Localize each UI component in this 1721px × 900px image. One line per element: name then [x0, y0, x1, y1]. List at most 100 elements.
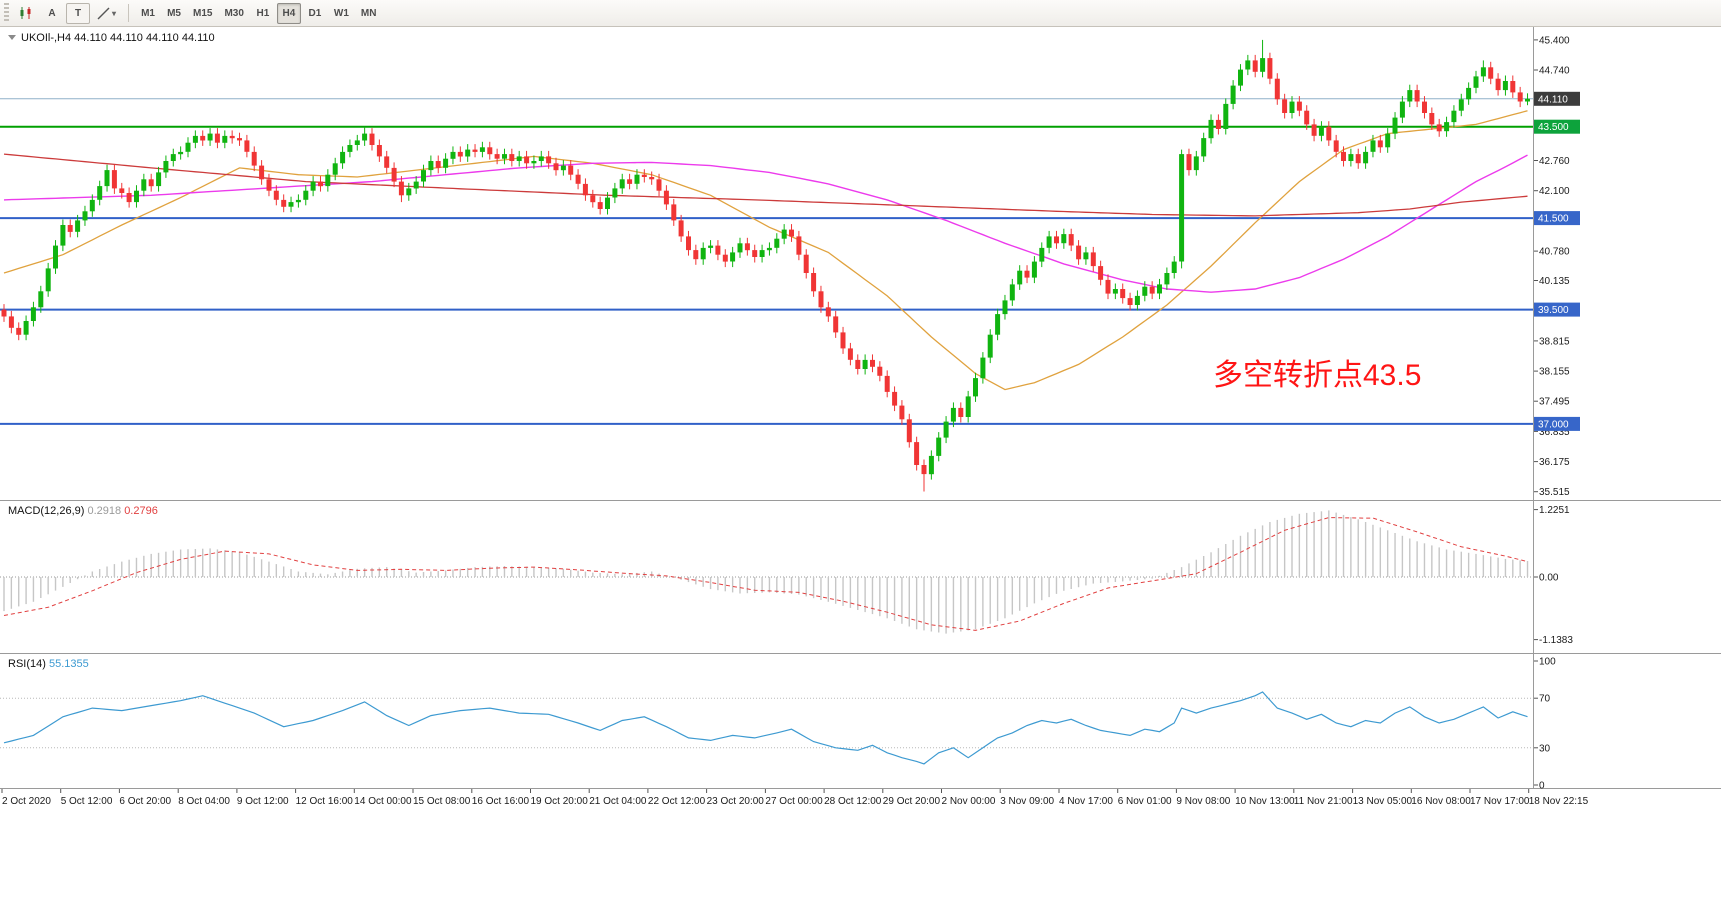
toolbar-grip[interactable]	[4, 3, 9, 23]
candle-body	[111, 170, 117, 189]
candle-body	[487, 147, 493, 155]
candle-body	[1348, 154, 1354, 161]
candle-body	[1149, 286, 1155, 294]
price-badge-label: 41.500	[1538, 214, 1569, 225]
candle-body	[825, 307, 831, 317]
candle-body	[862, 359, 868, 369]
candle-body	[921, 465, 927, 475]
candle-body	[332, 163, 338, 175]
candle-body	[1444, 122, 1450, 132]
candle-body	[38, 291, 44, 308]
price-tick-label: 40.780	[1539, 247, 1570, 258]
candle-body	[310, 181, 316, 191]
candle-body	[89, 199, 95, 212]
time-tick-label: 12 Oct 16:00	[296, 796, 354, 807]
candle-body	[509, 154, 515, 161]
candle-body	[1252, 60, 1258, 72]
chart-area[interactable]: UKOIl-,H4 44.110 44.110 44.110 44.110 多空转…	[0, 27, 1721, 895]
candle-body	[1171, 261, 1177, 273]
time-tick-label: 19 Oct 20:00	[531, 796, 589, 807]
candle-body	[627, 179, 633, 184]
timeframe-button-m5[interactable]: M5	[162, 3, 186, 24]
line-tools-button[interactable]: ▾	[92, 3, 121, 24]
chart-canvas[interactable]: UKOIl-,H4 44.110 44.110 44.110 44.110 多空转…	[0, 27, 1721, 895]
candle-body	[811, 273, 817, 292]
candle-body	[1363, 151, 1369, 164]
candle-body	[1377, 140, 1383, 148]
timeframe-label: W1	[333, 7, 349, 19]
candle-body	[479, 147, 485, 152]
candle-body	[892, 391, 898, 406]
time-tick-label: 18 Nov 22:15	[1529, 796, 1589, 807]
candle-body	[1201, 138, 1207, 157]
candle-body	[1002, 300, 1008, 315]
candle-body	[156, 172, 162, 187]
timeframe-button-m1[interactable]: M1	[136, 3, 160, 24]
candle-body	[1105, 279, 1111, 294]
timeframe-button-m30[interactable]: M30	[219, 3, 248, 24]
candle-body	[884, 375, 890, 392]
candle-body	[82, 211, 88, 221]
candle-body	[178, 151, 184, 155]
timeframe-button-d1[interactable]: D1	[303, 3, 327, 24]
candle-body	[980, 357, 986, 379]
candle-body	[75, 220, 81, 232]
candle-body	[8, 316, 14, 328]
candle-body	[1304, 110, 1310, 125]
candle-body	[1422, 101, 1427, 113]
text-tool-label: T	[74, 7, 82, 19]
candle-body	[1385, 133, 1391, 148]
candle-body	[847, 348, 853, 360]
candle-body	[597, 202, 603, 209]
candle-body	[421, 170, 426, 182]
candle-body	[281, 199, 287, 207]
rsi-tick-label: 100	[1539, 657, 1556, 668]
candle-body	[413, 181, 419, 189]
candle-body	[1326, 126, 1332, 141]
timeframe-button-mn[interactable]: MN	[356, 3, 382, 24]
time-tick-label: 28 Oct 12:00	[824, 796, 882, 807]
chart-annotation[interactable]: 多空转折点43.5	[1213, 359, 1421, 392]
symbol-dropdown-icon[interactable]	[8, 35, 16, 40]
time-tick-label: 6 Oct 20:00	[119, 796, 171, 807]
timeframe-button-m15[interactable]: M15	[188, 3, 217, 24]
candle-body	[1473, 76, 1479, 88]
candle-body	[465, 149, 471, 157]
candle-body	[774, 238, 780, 248]
chart-title: UKOIl-,H4 44.110 44.110 44.110 44.110	[8, 32, 215, 44]
timeframe-button-h1[interactable]: H1	[251, 3, 275, 24]
candle-body	[575, 174, 581, 184]
price-tick-label: 37.495	[1539, 397, 1570, 408]
time-tick-label: 11 Nov 21:00	[1294, 796, 1353, 807]
candle-body	[1333, 140, 1339, 152]
price-badge	[1534, 416, 1580, 431]
timeframe-label: H1	[256, 7, 270, 19]
candle-body	[97, 186, 103, 200]
candle-body	[605, 197, 610, 209]
candle-body	[104, 170, 110, 187]
time-tick-label: 14 Oct 00:00	[354, 796, 412, 807]
timeframe-label: M5	[167, 7, 181, 19]
time-tick-label: 2 Nov 00:00	[942, 796, 996, 807]
candle-body	[1068, 234, 1074, 246]
candle-body	[560, 165, 566, 171]
candle-body	[457, 151, 463, 157]
price-tick-label: 44.740	[1539, 66, 1570, 77]
candle-body	[347, 145, 353, 152]
timeframe-button-h4[interactable]: H4	[276, 2, 301, 24]
candle-body	[1355, 154, 1361, 164]
candle-body	[214, 133, 220, 143]
chart-mode-button[interactable]	[14, 3, 38, 24]
candle-body	[1098, 266, 1104, 280]
candle-body	[995, 314, 1001, 335]
candle-body	[244, 140, 250, 152]
text-tool-button[interactable]: T	[66, 2, 90, 24]
time-tick-label: 16 Nov 08:00	[1411, 796, 1471, 807]
timeframe-button-w1[interactable]: W1	[329, 3, 354, 24]
price-badge-label: 43.500	[1538, 122, 1569, 133]
arrow-tool-button[interactable]: A	[40, 3, 64, 24]
candle-body	[1296, 101, 1302, 111]
candle-body	[362, 133, 368, 141]
price-axis: 45.40044.74043.42542.76042.10041.44540.7…	[1534, 35, 1580, 498]
price-tick-label: 42.760	[1539, 156, 1570, 167]
